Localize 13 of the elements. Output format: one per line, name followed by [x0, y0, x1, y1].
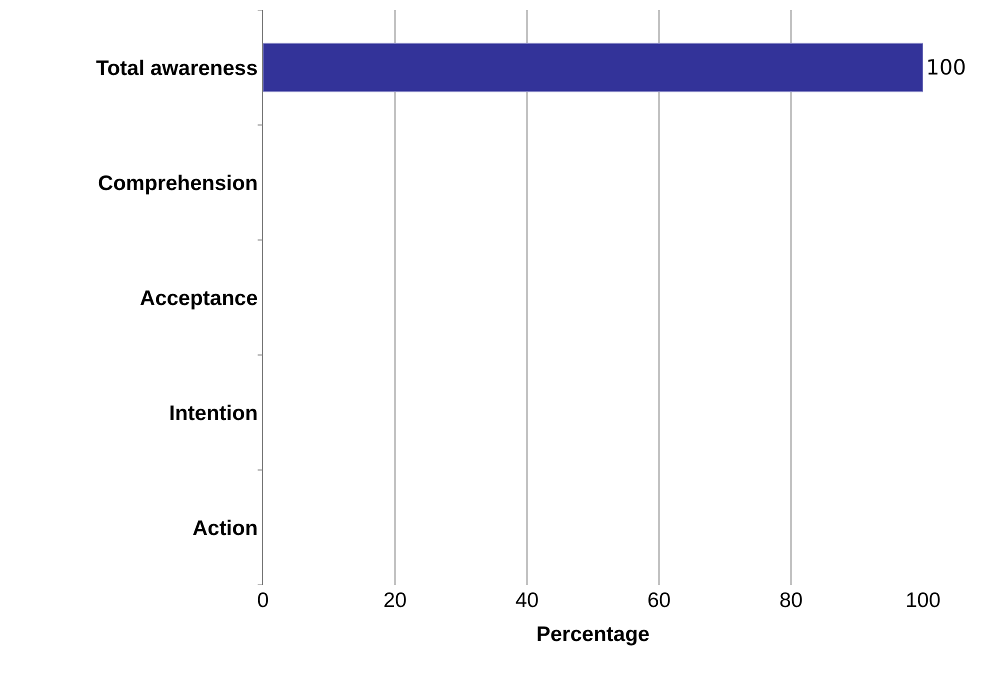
y-tick-label: Intention [169, 402, 258, 425]
x-tick-label: 0 [257, 589, 269, 612]
x-tick-label: 100 [905, 589, 941, 612]
data-label: 100 [926, 56, 966, 80]
y-tick-label: Comprehension [98, 172, 258, 195]
y-tick-label: Total awareness [96, 56, 258, 80]
x-tick-label: 40 [515, 589, 539, 612]
x-axis-title: Percentage [536, 623, 650, 646]
x-tick-label: 60 [647, 589, 671, 612]
x-tick-label: 80 [779, 589, 803, 612]
y-tick-label: Acceptance [140, 286, 258, 310]
y-tick-label: Action [192, 516, 258, 540]
x-tick-label: 20 [383, 589, 407, 612]
